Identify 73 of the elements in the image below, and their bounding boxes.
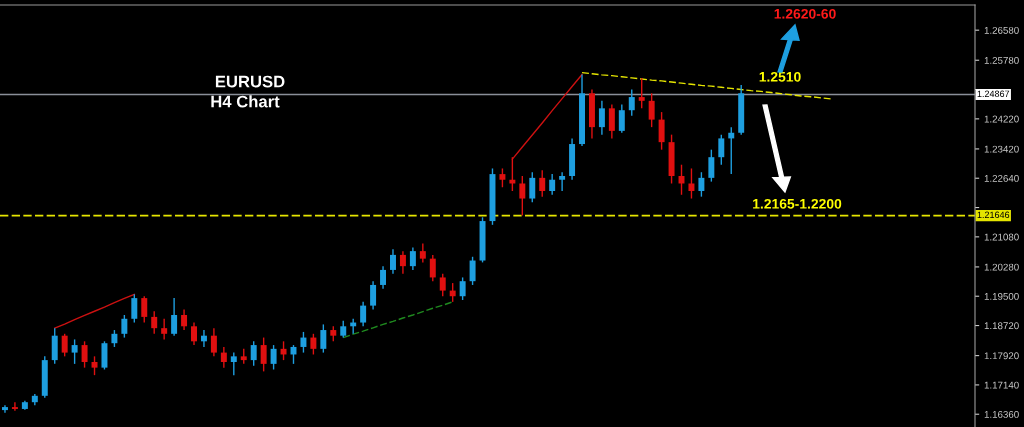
candlestick xyxy=(250,340,257,367)
candlestick xyxy=(608,103,615,140)
candlestick xyxy=(499,167,506,188)
candlestick xyxy=(210,327,217,358)
candlestick xyxy=(360,301,367,327)
candlestick xyxy=(469,256,476,286)
candlestick xyxy=(429,254,436,282)
candlestick xyxy=(61,333,68,358)
candlestick xyxy=(380,265,387,290)
y-tick-label: 1.21080 xyxy=(984,233,1019,241)
candlestick xyxy=(549,173,556,196)
candlestick xyxy=(708,148,715,183)
candlestick xyxy=(648,92,655,128)
candlestick xyxy=(439,272,446,297)
annotation: H4 Chart xyxy=(211,95,280,108)
y-tick-label: 1.16360 xyxy=(984,410,1019,418)
candlestick xyxy=(529,171,536,203)
candlestick xyxy=(81,340,88,369)
candlestick xyxy=(121,314,128,339)
annotation: EURUSD xyxy=(215,75,285,88)
line-series xyxy=(581,71,832,100)
candlestick xyxy=(300,331,307,354)
y-tick-label: 1.22640 xyxy=(984,174,1019,182)
y-tick-label: 1.18720 xyxy=(984,322,1019,330)
candlestick xyxy=(11,401,18,412)
annotation: 1.2620-60 xyxy=(774,8,836,19)
ref-line-label: 1.24867 xyxy=(977,90,1010,97)
candlestick xyxy=(131,293,138,324)
candlestick xyxy=(698,171,705,198)
candlestick xyxy=(519,175,526,217)
y-tick-label: 1.17920 xyxy=(984,352,1019,360)
y-tick-label: 1.19500 xyxy=(984,292,1019,300)
candlestick xyxy=(409,246,416,271)
candlestick xyxy=(71,338,78,365)
candlestick xyxy=(181,308,188,331)
line-series xyxy=(54,293,136,329)
candlestick xyxy=(688,167,695,200)
candlestick xyxy=(161,318,168,341)
candlestick xyxy=(151,310,158,335)
candlestick xyxy=(390,248,396,275)
candlestick xyxy=(171,297,178,337)
candlestick xyxy=(718,133,725,166)
annotation: 1.2510 xyxy=(759,71,801,82)
candlestick xyxy=(260,336,267,373)
y-tick-label: 1.23420 xyxy=(984,145,1019,153)
y-tick-label: 1.17140 xyxy=(984,381,1019,389)
candlestick xyxy=(399,250,406,275)
candlestick xyxy=(638,77,645,110)
line-series xyxy=(511,73,583,160)
ref-line-label: 1.21646 xyxy=(977,211,1010,219)
candlestick xyxy=(598,100,605,136)
candlestick xyxy=(1,404,8,414)
candlestick xyxy=(191,321,197,346)
candlestick xyxy=(658,111,665,151)
candlestick xyxy=(220,346,227,369)
candlestick xyxy=(320,323,327,354)
candlestick xyxy=(370,280,377,311)
y-tick-label: 1.20280 xyxy=(984,263,1019,271)
candlestick xyxy=(270,344,277,371)
y-tick-label: 1.25780 xyxy=(984,56,1019,64)
candlestick xyxy=(141,295,148,324)
candlestick xyxy=(419,242,426,264)
candlestick xyxy=(559,171,566,192)
annotation: 1.2165-1.2200 xyxy=(753,198,842,209)
y-tick-label: 1.24220 xyxy=(984,115,1019,123)
candlestick xyxy=(459,276,466,301)
candlestick xyxy=(618,103,625,134)
candlestick xyxy=(628,88,635,117)
line-series xyxy=(342,301,454,339)
candlestick xyxy=(230,351,237,376)
candlestick xyxy=(539,169,546,198)
y-tick-label: 1.26580 xyxy=(984,26,1019,34)
candlestick xyxy=(310,333,317,356)
